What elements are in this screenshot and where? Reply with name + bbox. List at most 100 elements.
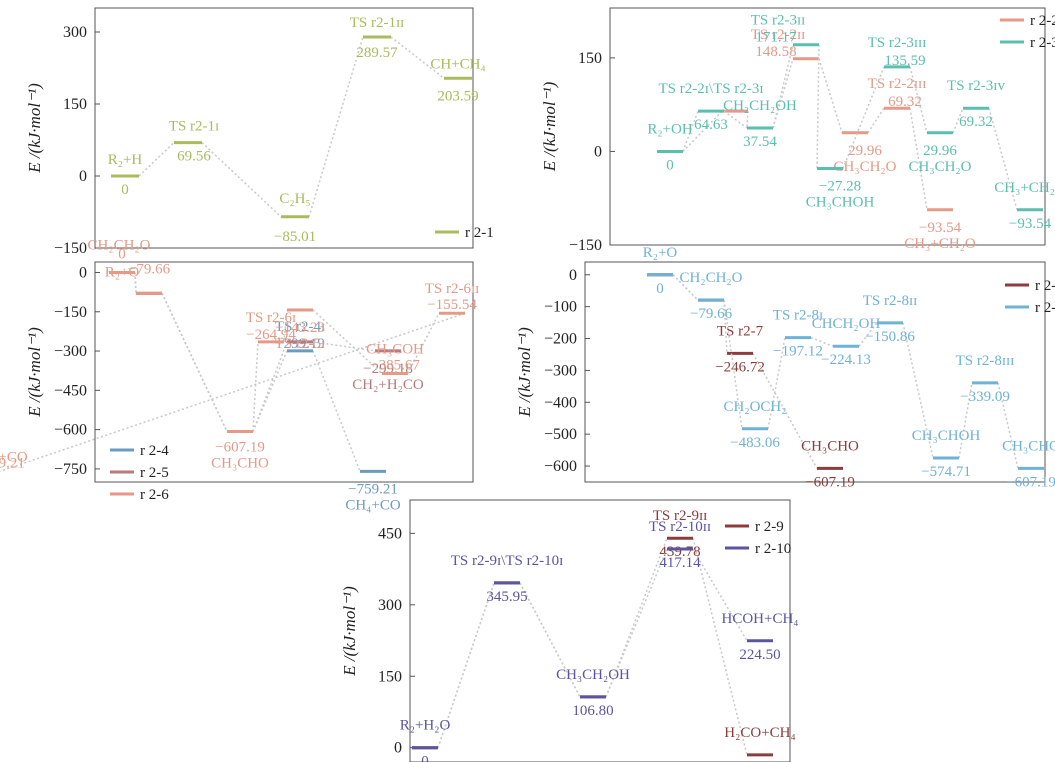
species-label: TS r2-3ɪᴠ (947, 78, 1005, 94)
connector (810, 336, 834, 347)
energy-value-label: −79.66 (690, 306, 733, 322)
series-r2-1: R₂+H 0 TS r2-1ɪ 69.56 C₂H₅ −85.01 TS r2-1ɪɪ 289… (108, 15, 486, 245)
energy-value-label: −607.19 (805, 474, 855, 490)
connector (723, 300, 743, 429)
y-tick-label: −400 (544, 394, 577, 411)
species-label: TS r2-10ɪɪ (649, 519, 711, 535)
energy-value-label: −197.12 (773, 344, 823, 360)
energy-value-label: 69.32 (888, 94, 922, 110)
series-r2-3: R₂+OH 0 TS r2-2ɪ\TS r2-3ɪ 64.63 CH₂CH₂OH 37.5… (647, 13, 1055, 232)
connector (312, 341, 376, 352)
legend-entry: r 2-4 (140, 443, 169, 459)
energy-value-label: 29.96 (848, 143, 882, 159)
connector (909, 108, 928, 210)
species-label: CH₂+H₂CO (352, 377, 424, 393)
connector (902, 322, 934, 459)
energy-value-label: 64.63 (694, 117, 728, 133)
legend-entry: r 2-3 (1030, 35, 1055, 51)
species-label: TS r2-8ɪ (773, 308, 823, 324)
connector (842, 66, 885, 169)
y-tick-label: −450 (54, 382, 87, 399)
species-label: TS r2-6ɪɪ (425, 281, 480, 297)
panel-4: −600 −500 −400 −300 −200 −100 0 E /(kJ·mol⁻¹) TS… (515, 245, 1055, 491)
species-label: CH₃CH₂OH (556, 667, 630, 683)
y-tick-label: 450 (378, 525, 402, 542)
series-r2-8: R₂+O 0 CH₂CH₂O −79.66 CH₂OCH₂ −483.06 TS r2-8ɪ… (643, 245, 1055, 491)
y-tick-label: 150 (63, 96, 87, 113)
energy-value-label: −155.54 (427, 297, 477, 313)
species-label: R₂+OH (647, 121, 693, 137)
species-label: CH₂CH₂O (680, 270, 743, 286)
connector (682, 110, 723, 152)
energy-value-label: 0 (421, 754, 429, 762)
plot-frame (609, 7, 1046, 246)
species-label: TS r2-7 (717, 323, 764, 339)
connector (672, 274, 699, 301)
legend: r 2-4 r 2-5 r 2-6 (110, 443, 169, 503)
y-tick-label: 0 (79, 168, 87, 185)
energy-value-label: 69.32 (959, 114, 993, 130)
species-label: CH₃CH₂O (909, 159, 972, 175)
energy-value-label: −246.72 (715, 359, 765, 375)
legend-entry: r 2-5 (140, 465, 169, 481)
connector (767, 337, 786, 429)
legend: r 2-2 r 2-3 (1000, 13, 1055, 51)
y-tick-label: −200 (544, 331, 577, 348)
species-label: TS r2-1ɪɪ (350, 15, 405, 31)
energy-value-label: −607.19 (215, 440, 265, 456)
legend-entry: r 2-7 (1035, 278, 1055, 294)
legend-entry: r 2-9 (755, 519, 784, 535)
energy-value-label: −150.86 (865, 329, 915, 345)
species-label: TS r2-3ɪɪɪ (868, 35, 927, 51)
species-label: CH₃CHO (801, 438, 859, 454)
connector (283, 309, 288, 342)
species-label: CH₂CH₂O (88, 237, 151, 253)
energy-value-label: 148.58 (755, 44, 796, 60)
panel-3: −750 −600 −450 −300 −150 0 E /(kJ·mol⁻¹) TS r2-… (0, 237, 479, 513)
energy-value-label: −385.67 (370, 357, 420, 373)
energy-value-label: 135.59 (884, 53, 925, 69)
energy-value-label: 69.56 (177, 149, 211, 165)
y-tick-label: −600 (54, 422, 87, 439)
energy-value-label: 0 (666, 157, 674, 173)
legend-entry: r 2-1 (465, 225, 494, 241)
y-tick-label: −500 (544, 426, 577, 443)
species-label: CH₃CHO (211, 456, 269, 472)
connector (858, 322, 878, 347)
connector (134, 272, 137, 294)
species-label: R₂+O (643, 245, 678, 261)
species-label: CH₄+CO (345, 497, 401, 513)
species-label: TS r2-6ɪ (246, 310, 296, 326)
species-label: CH₃CH₂O (834, 159, 897, 175)
connector (252, 341, 259, 432)
plot-frame (584, 261, 1046, 483)
series-r2-7: TS r2-7 −246.72 CH₃CHO −607.19 (647, 273, 859, 490)
y-axis-label: E /(kJ·mol⁻¹) (515, 327, 534, 418)
species-label: CH₃CHOH (912, 428, 981, 444)
species-label: CH₃+CH₂O (904, 236, 976, 252)
species-label: TS r2-9ɪ\TS r2-10ɪ (451, 553, 564, 569)
legend-entry: r 2-10 (755, 541, 791, 557)
species-label: CHCH₂OH (812, 316, 881, 332)
energy-value-label: 0 (656, 281, 664, 297)
connector (312, 350, 361, 472)
species-label: TS r2-2ɪɪɪ (868, 76, 927, 92)
energy-value-label: −759.21 (348, 481, 398, 497)
plot-frame (94, 261, 474, 483)
connector (0, 312, 466, 473)
species-label: TS r2-8ɪɪɪ (956, 353, 1015, 369)
energy-value-label: −143.23 (275, 320, 325, 336)
y-tick-label: 300 (378, 597, 402, 614)
y-axis-label: E /(kJ·mol⁻¹) (340, 586, 359, 677)
species-label: TS r2-5ɪ (275, 336, 325, 352)
connector (308, 36, 364, 218)
species-label: CH+CH₄ (430, 56, 485, 72)
connector (437, 582, 495, 748)
energy-value-label: −93.54 (1009, 216, 1052, 232)
y-tick-label: −100 (544, 299, 577, 316)
y-tick-label: 0 (569, 267, 577, 284)
series-r2-10: R₂+H₂O 0 TS r2-9ɪ\TS r2-10ɪ 345.95 CH₃CH₂OH 1… (400, 519, 799, 762)
legend: r 2-7 r 2-8 (1005, 278, 1055, 316)
energy-value-label: 203.59 (437, 88, 478, 104)
